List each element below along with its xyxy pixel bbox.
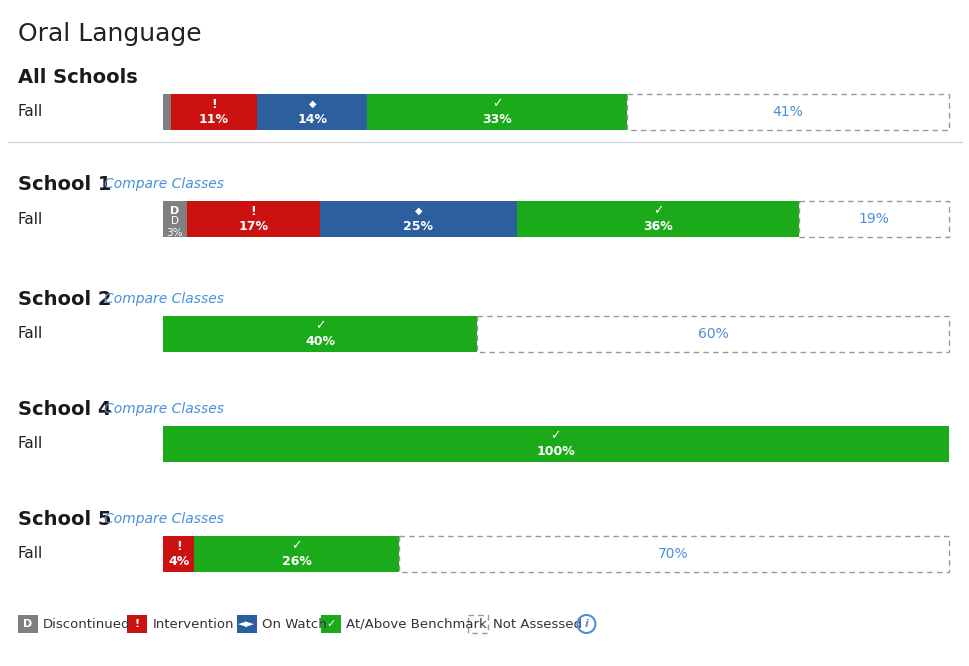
Bar xyxy=(798,201,948,237)
Text: 25%: 25% xyxy=(403,220,433,233)
Bar xyxy=(186,201,320,237)
Text: !: ! xyxy=(135,619,140,629)
Text: 60%: 60% xyxy=(697,327,728,341)
Text: !: ! xyxy=(175,540,181,553)
Text: ✓: ✓ xyxy=(652,204,663,218)
Text: School 4: School 4 xyxy=(18,400,111,419)
Text: School 1: School 1 xyxy=(18,175,111,194)
Text: School 5: School 5 xyxy=(18,510,111,529)
Bar xyxy=(163,536,194,572)
Text: !: ! xyxy=(211,99,217,111)
Text: !: ! xyxy=(250,205,256,218)
Text: Compare Classes: Compare Classes xyxy=(104,177,224,191)
Bar xyxy=(18,615,38,633)
Bar xyxy=(163,94,171,130)
Text: Intervention: Intervention xyxy=(152,617,234,631)
Text: Fall: Fall xyxy=(18,436,44,452)
Bar xyxy=(320,201,516,237)
Text: Discontinued: Discontinued xyxy=(43,617,131,631)
Text: Compare Classes: Compare Classes xyxy=(104,512,224,526)
Text: Compare Classes: Compare Classes xyxy=(104,402,224,416)
Text: All Schools: All Schools xyxy=(18,68,138,87)
Bar xyxy=(171,94,257,130)
Text: ✓: ✓ xyxy=(291,539,301,553)
Text: Fall: Fall xyxy=(18,212,44,226)
Bar xyxy=(626,94,948,130)
Text: 100%: 100% xyxy=(536,446,575,458)
Bar xyxy=(194,536,398,572)
Text: 41%: 41% xyxy=(771,105,802,119)
Text: 26%: 26% xyxy=(281,555,311,568)
Text: 36%: 36% xyxy=(642,220,672,233)
Bar xyxy=(163,426,948,462)
Text: Not Assessed: Not Assessed xyxy=(492,617,581,631)
Text: At/Above Benchmark: At/Above Benchmark xyxy=(346,617,486,631)
Text: 17%: 17% xyxy=(238,220,268,233)
Text: School 2: School 2 xyxy=(18,290,111,309)
Bar xyxy=(321,615,341,633)
Bar xyxy=(398,536,948,572)
Text: 19%: 19% xyxy=(858,212,889,226)
Bar xyxy=(516,201,798,237)
Bar xyxy=(367,94,626,130)
Text: 70%: 70% xyxy=(658,547,688,561)
Text: Fall: Fall xyxy=(18,326,44,342)
Text: 4%: 4% xyxy=(168,555,189,568)
Text: 11%: 11% xyxy=(199,113,229,127)
Text: D
3%: D 3% xyxy=(167,216,183,238)
Text: ◆: ◆ xyxy=(308,99,316,109)
Bar xyxy=(236,615,257,633)
Bar xyxy=(467,615,487,633)
Text: Fall: Fall xyxy=(18,547,44,561)
Text: ◆: ◆ xyxy=(414,206,422,216)
Text: ✓: ✓ xyxy=(491,98,502,111)
Text: 14%: 14% xyxy=(297,113,327,127)
Text: Compare Classes: Compare Classes xyxy=(104,292,224,306)
Text: ◄►: ◄► xyxy=(238,619,255,629)
Text: ✓: ✓ xyxy=(315,320,325,332)
Text: 33%: 33% xyxy=(482,113,512,127)
Text: ✓: ✓ xyxy=(550,430,560,443)
Text: i: i xyxy=(584,619,588,629)
Text: D: D xyxy=(170,206,179,216)
Text: ✓: ✓ xyxy=(327,619,335,629)
Bar xyxy=(163,201,186,237)
Text: Fall: Fall xyxy=(18,105,44,119)
Text: Oral Language: Oral Language xyxy=(18,22,202,46)
Text: 40%: 40% xyxy=(305,336,334,348)
Bar xyxy=(127,615,147,633)
Bar xyxy=(477,316,948,352)
Bar xyxy=(163,316,477,352)
Text: On Watch: On Watch xyxy=(262,617,327,631)
Bar xyxy=(257,94,367,130)
Text: D: D xyxy=(23,619,33,629)
